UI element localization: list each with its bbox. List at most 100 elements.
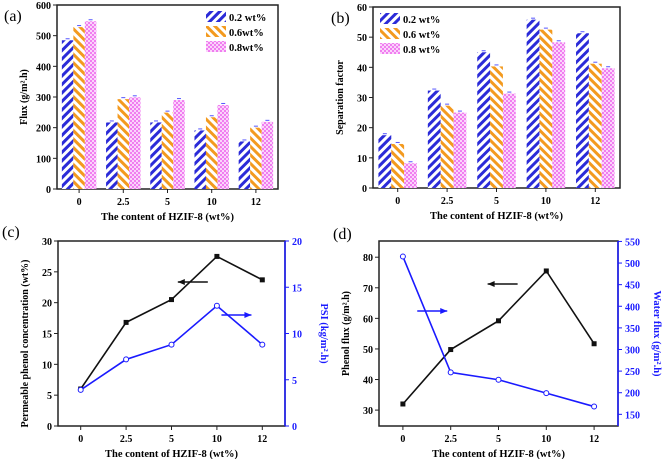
- y-tick-label: 200: [36, 124, 51, 135]
- y-tick-label: 70: [363, 284, 373, 295]
- arrow-head: [244, 312, 252, 318]
- y-axis-label: Separation factor: [335, 60, 346, 135]
- legend-swatch: [206, 26, 226, 37]
- bar-02wt: [526, 19, 540, 189]
- legend-swatch: [380, 43, 400, 54]
- bar-08wt: [502, 93, 516, 188]
- y-tick-label: 0: [47, 422, 52, 433]
- x-axis-label: The content of HZIF-8 (wt%): [430, 211, 563, 222]
- data-point: [447, 369, 454, 376]
- legend-label: 0.2 wt%: [229, 13, 266, 24]
- y-right-tick-label: 200: [625, 389, 640, 400]
- x-tick-label: 2.5: [444, 434, 457, 445]
- y-tick-label: 20: [42, 299, 52, 310]
- y-right-tick-label: 5: [292, 376, 297, 387]
- x-tick-label: 10: [212, 434, 222, 445]
- bar-08wt: [552, 42, 566, 188]
- y-right-tick-label: 500: [625, 259, 640, 270]
- data-point: [495, 376, 502, 383]
- x-tick-label: 12: [589, 434, 599, 445]
- x-tick-label: 12: [257, 434, 267, 445]
- y-tick-label: 600: [36, 1, 51, 12]
- bar-02wt: [194, 130, 206, 189]
- y-right-tick-label: 550: [625, 237, 640, 248]
- bar-06wt: [539, 29, 553, 188]
- data-point: [259, 277, 265, 283]
- x-axis-label: The content of HZIF-8 (wt%): [432, 449, 565, 459]
- data-point: [77, 386, 84, 393]
- data-point: [123, 319, 129, 325]
- y-tick-label: 30: [42, 237, 52, 248]
- x-tick-label: 5: [165, 197, 170, 208]
- data-point: [399, 253, 406, 260]
- y-right-tick-label: 10: [292, 330, 302, 341]
- panel-label-a: (a): [4, 8, 22, 25]
- bar-02wt: [378, 135, 392, 188]
- bar-02wt: [477, 52, 491, 188]
- y-tick-label: 15: [42, 330, 52, 341]
- data-point: [543, 390, 550, 397]
- bar-06wt: [490, 66, 503, 188]
- y-right-tick-label: 150: [625, 410, 640, 421]
- data-point: [259, 341, 266, 348]
- data-point: [591, 403, 598, 410]
- x-tick-label: 2.5: [117, 197, 130, 208]
- y-tick-label: 80: [363, 253, 373, 264]
- legend-swatch: [380, 13, 400, 24]
- y-tick-label: 100: [36, 154, 51, 165]
- plot-frame: [378, 240, 619, 427]
- bar-06wt: [588, 63, 602, 188]
- bar-08wt: [404, 163, 417, 188]
- legend-label: 0.8 wt%: [403, 45, 440, 56]
- legend-swatch: [380, 28, 400, 39]
- y-tick-label: 20: [357, 124, 367, 135]
- x-tick-label: 0: [395, 196, 400, 207]
- x-axis-label: The content of HZIF-8 (wt%): [105, 449, 238, 459]
- x-tick-label: 5: [494, 196, 499, 207]
- bar-08wt: [217, 104, 229, 189]
- legend-label: 0.6 wt%: [403, 30, 440, 41]
- x-tick-label: 5: [496, 434, 501, 445]
- legend-label: 0.6wt%: [229, 28, 264, 39]
- x-tick-label: 2.5: [441, 196, 454, 207]
- panel-label-c: (c): [2, 224, 20, 241]
- data-point: [543, 268, 549, 274]
- bar-08wt: [453, 112, 467, 188]
- x-tick-label: 10: [541, 196, 551, 207]
- legend-swatch: [206, 41, 226, 52]
- y-tick-label: 500: [36, 32, 51, 43]
- data-point: [496, 318, 501, 324]
- x-tick-label: 10: [541, 434, 551, 445]
- y-tick-label: 300: [36, 93, 51, 104]
- y-tick-label: 0: [362, 184, 367, 195]
- bar-08wt: [84, 21, 97, 190]
- x-axis-label: The content of HZIF-8 (wt%): [101, 212, 234, 223]
- series-line-right: [402, 256, 595, 408]
- bar-06wt: [161, 112, 174, 189]
- x-tick-label: 12: [590, 196, 600, 207]
- data-point: [448, 347, 454, 353]
- x-tick-label: 10: [207, 197, 217, 208]
- y-right-axis-label: PSI (kg/m².h): [318, 303, 329, 364]
- data-point: [400, 401, 406, 407]
- y-right-tick-label: 350: [625, 324, 640, 335]
- data-point: [214, 253, 220, 259]
- bar-08wt: [261, 121, 274, 189]
- bar-06wt: [73, 27, 85, 189]
- panel-label-d: (d): [333, 226, 352, 243]
- y-right-tick-label: 0: [292, 422, 297, 433]
- y-tick-label: 40: [363, 376, 373, 387]
- x-tick-label: 0: [400, 434, 405, 445]
- y-right-tick-label: 450: [625, 281, 640, 292]
- bar-02wt: [150, 122, 162, 189]
- bar-02wt: [238, 141, 251, 189]
- y-axis-label: Phenol flux (g/m².h): [341, 291, 352, 376]
- arrow-head: [487, 281, 495, 287]
- bar-06wt: [440, 105, 454, 188]
- y-right-tick-label: 250: [625, 367, 640, 378]
- legend-label: 0.8wt%: [229, 43, 264, 54]
- bar-06wt: [391, 143, 405, 188]
- data-point: [168, 341, 175, 348]
- data-point: [591, 341, 597, 347]
